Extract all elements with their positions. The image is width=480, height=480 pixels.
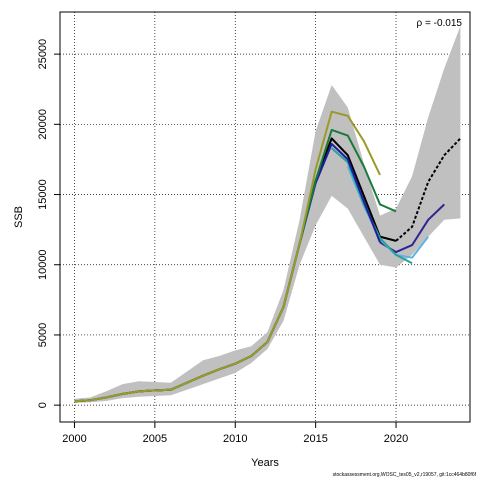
x-axis: 2000 2005 2010 2015 2020: [62, 421, 408, 445]
y-tick-label: 0: [37, 402, 49, 408]
y-tick-label: 10000: [37, 249, 49, 280]
confidence-band-layer: [74, 26, 461, 403]
rho-annotation: ρ = -0.015: [417, 18, 463, 29]
y-tick-label: 15000: [37, 179, 49, 210]
x-tick-label: 2010: [223, 433, 247, 445]
x-axis-label: Years: [251, 457, 279, 469]
y-axis-label: SSB: [13, 206, 25, 228]
y-tick-label: 5000: [37, 323, 49, 347]
series-layer: [74, 110, 462, 403]
x-tick-label: 2020: [384, 433, 408, 445]
x-tick-label: 2015: [303, 433, 327, 445]
y-tick-label: 25000: [37, 39, 49, 70]
series-line: [74, 110, 381, 403]
credit-text: stockassessment.org,WOSC_tes05_v2,r19057…: [333, 472, 477, 478]
confidence-band: [74, 26, 461, 403]
x-tick-label: 2000: [62, 433, 86, 445]
y-tick-label: 20000: [37, 109, 49, 140]
y-axis: 0 5000 10000 15000 20000 25000: [37, 39, 60, 408]
x-tick-label: 2005: [143, 433, 167, 445]
